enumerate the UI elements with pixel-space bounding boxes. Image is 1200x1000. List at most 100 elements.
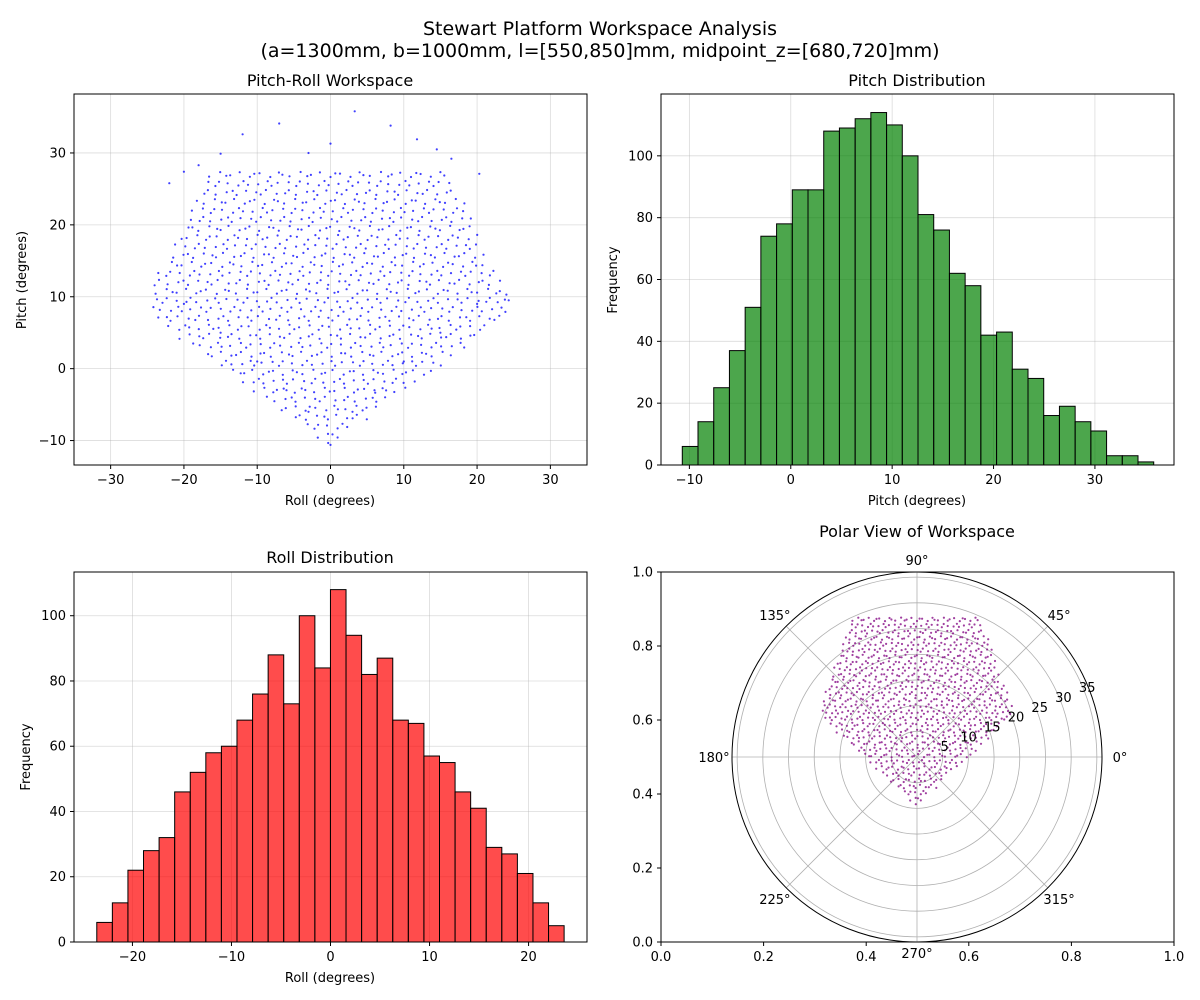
- polar-point: [881, 629, 884, 632]
- pitch-roll-point: [429, 369, 432, 372]
- pitch-roll-point: [366, 238, 369, 242]
- pitch-roll-point: [329, 199, 332, 202]
- polar-point: [898, 675, 901, 678]
- pitch-roll-point: [182, 302, 185, 305]
- roll-distribution-bars: [96, 589, 565, 943]
- roll-distribution-bar-18: [376, 657, 394, 943]
- polar-point: [916, 684, 919, 688]
- polar-point: [949, 752, 952, 755]
- polar-point: [1001, 711, 1005, 714]
- polar-point: [964, 731, 967, 734]
- pitch-roll-point: [294, 405, 297, 408]
- pitch-roll-point: [185, 300, 188, 303]
- pitch-roll-point: [468, 247, 471, 250]
- polar-point: [858, 749, 861, 752]
- roll-distribution-bar-0: [96, 921, 113, 943]
- pitch-roll-point: [155, 298, 159, 301]
- pitch-roll-point: [327, 283, 330, 286]
- pitch-roll-point: [295, 255, 299, 259]
- polar-point: [870, 755, 873, 758]
- polar-point: [981, 644, 984, 647]
- polar-point: [868, 648, 871, 651]
- polar-point: [863, 629, 867, 632]
- polar-point: [894, 727, 897, 731]
- pitch-roll-point: [455, 207, 459, 210]
- pitch-roll-point: [412, 209, 415, 212]
- pitch-roll-point: [208, 332, 211, 335]
- polar-point: [901, 755, 904, 758]
- pitch-roll-point: [410, 342, 413, 345]
- pitch-roll-point: [459, 341, 462, 344]
- polar-point: [976, 642, 979, 645]
- polar-point: [895, 644, 898, 648]
- polar-point: [943, 755, 947, 758]
- pitch-roll-point: [471, 260, 474, 263]
- polar-point: [931, 724, 934, 727]
- pitch-roll-point: [165, 316, 168, 319]
- pitch-roll-point: [263, 253, 266, 256]
- pitch-roll-point: [299, 337, 302, 340]
- polar-point: [860, 619, 863, 622]
- pitch-roll-point: [456, 292, 459, 295]
- pitch-roll-point: [440, 345, 443, 348]
- pitch-roll-point: [329, 333, 332, 337]
- polar-point: [862, 685, 865, 689]
- pitch-roll-point: [369, 332, 372, 335]
- polar-point: [842, 734, 846, 737]
- pitch-roll-point: [400, 271, 403, 274]
- polar-point: [921, 741, 924, 744]
- pitch-roll-point: [333, 389, 336, 393]
- pitch-roll-point: [307, 151, 310, 155]
- polar-point: [906, 650, 909, 654]
- polar-point: [896, 724, 899, 727]
- pitch-roll-point: [318, 400, 321, 403]
- polar-point: [894, 650, 897, 653]
- polar-point: [881, 668, 884, 671]
- polar-point: [969, 654, 972, 657]
- polar-point: [855, 690, 859, 694]
- pitch-roll-point: [202, 252, 205, 255]
- polar-point: [1009, 712, 1012, 716]
- pitch-roll-point: [324, 202, 327, 205]
- polar-point: [958, 728, 962, 731]
- polar-point: [901, 760, 905, 763]
- polar-point: [954, 748, 957, 751]
- pitch-roll-point: [227, 319, 230, 322]
- polar-point: [903, 630, 906, 633]
- pitch-roll-point: [434, 227, 437, 230]
- polar-point: [849, 668, 852, 672]
- polar-point: [869, 643, 872, 646]
- pitch-roll-point: [493, 318, 496, 321]
- polar-point: [917, 761, 921, 764]
- polar-point: [854, 642, 857, 645]
- polar-point: [921, 617, 924, 620]
- polar-point: [942, 711, 946, 714]
- polar-point: [888, 724, 891, 727]
- polar-point: [989, 693, 993, 697]
- pitch-roll-point: [290, 345, 293, 348]
- pitch-roll-point: [407, 296, 410, 299]
- pitch-roll-point: [343, 386, 346, 389]
- polar-point: [900, 740, 903, 743]
- polar-point: [907, 709, 911, 712]
- pitch-roll-point: [310, 310, 313, 313]
- polar-point: [956, 754, 959, 757]
- polar-point: [863, 749, 866, 752]
- polar-view-chart: Polar View of Workspace 0.0 0.2 0.4 0.6 0.8 1…: [632, 522, 1184, 965]
- polar-point: [980, 650, 983, 654]
- pitch-roll-point: [391, 355, 394, 358]
- polar-point: [889, 698, 893, 701]
- pitch-roll-point: [323, 301, 326, 304]
- polar-point: [858, 687, 861, 691]
- pitch-roll-point: [328, 390, 331, 393]
- polar-point: [959, 643, 963, 646]
- polar-point: [836, 662, 839, 665]
- pitch-roll-point: [199, 290, 202, 293]
- polar-point: [898, 656, 901, 659]
- polar-point: [854, 703, 857, 706]
- pitch-roll-point: [233, 305, 236, 309]
- polar-point: [943, 681, 947, 684]
- polar-point: [948, 749, 952, 752]
- polar-point: [915, 723, 918, 726]
